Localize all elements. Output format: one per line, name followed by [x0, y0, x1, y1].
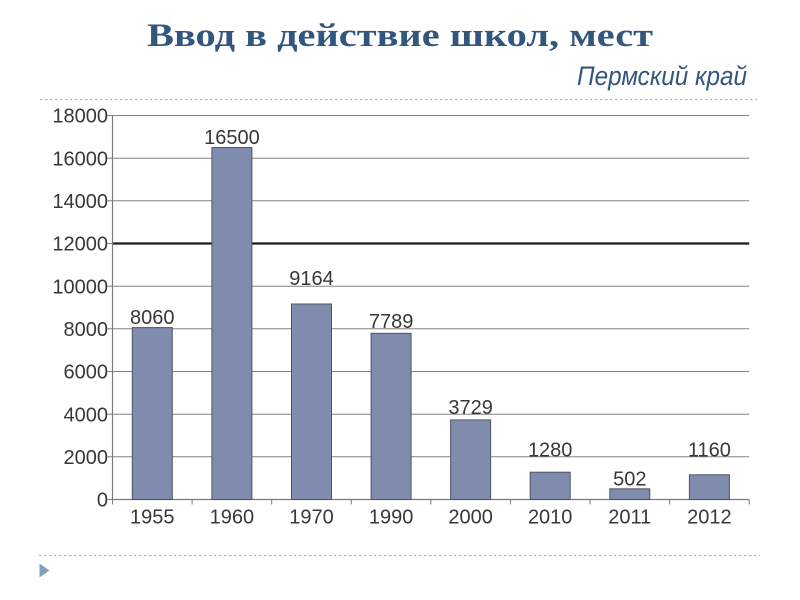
svg-text:2012: 2012 — [687, 507, 732, 529]
svg-text:8060: 8060 — [130, 307, 175, 329]
svg-text:2000: 2000 — [448, 507, 493, 529]
svg-text:1280: 1280 — [528, 439, 573, 461]
svg-text:1160: 1160 — [688, 440, 731, 462]
svg-text:2010: 2010 — [528, 507, 573, 529]
svg-text:4000: 4000 — [64, 404, 109, 426]
svg-text:16000: 16000 — [52, 148, 108, 170]
svg-text:16500: 16500 — [204, 127, 260, 149]
svg-text:1955: 1955 — [130, 507, 175, 529]
svg-text:1970: 1970 — [289, 507, 334, 529]
svg-text:14000: 14000 — [52, 191, 108, 213]
svg-text:Ввод в действие школ, мест: Ввод в действие школ, мест — [147, 18, 653, 54]
svg-text:8000: 8000 — [64, 319, 109, 341]
svg-text:2011: 2011 — [608, 507, 651, 529]
svg-text:1960: 1960 — [210, 507, 255, 529]
svg-text:Пермский край: Пермский край — [577, 61, 747, 91]
svg-text:0: 0 — [97, 490, 108, 512]
svg-text:3729: 3729 — [448, 397, 493, 419]
svg-text:7789: 7789 — [369, 311, 414, 333]
svg-text:18000: 18000 — [52, 106, 108, 128]
svg-text:10000: 10000 — [52, 276, 108, 298]
svg-text:9164: 9164 — [289, 268, 334, 290]
svg-text:1990: 1990 — [369, 507, 414, 529]
svg-text:12000: 12000 — [52, 234, 108, 256]
svg-text:502: 502 — [613, 469, 646, 491]
svg-text:2000: 2000 — [64, 447, 109, 469]
svg-text:6000: 6000 — [64, 362, 109, 384]
